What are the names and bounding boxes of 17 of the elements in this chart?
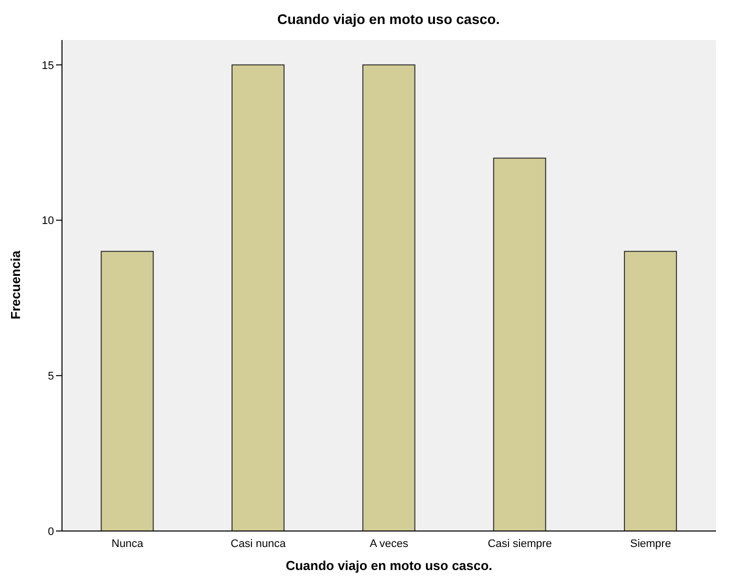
x-tick-label: Nunca bbox=[112, 538, 144, 550]
y-axis-title: Frecuencia bbox=[8, 250, 23, 320]
chart-title: Cuando viajo en moto uso casco. bbox=[277, 11, 500, 27]
y-tick-label: 0 bbox=[48, 526, 54, 538]
bar bbox=[232, 64, 285, 531]
y-tick-label: 5 bbox=[48, 370, 54, 383]
bar bbox=[100, 250, 154, 531]
y-tick-label: 15 bbox=[42, 60, 54, 72]
x-tick-label: Casi nunca bbox=[230, 538, 287, 550]
x-axis-title: Cuando viajo en moto uso casco. bbox=[286, 558, 492, 573]
x-tick-label: Siempre bbox=[630, 538, 672, 550]
bar bbox=[624, 250, 677, 531]
x-tick-label: A veces bbox=[370, 538, 409, 550]
x-tick-label: Casi siempre bbox=[488, 538, 552, 550]
bar bbox=[493, 158, 546, 531]
y-tick-label: 10 bbox=[42, 215, 54, 228]
bar bbox=[362, 64, 416, 531]
